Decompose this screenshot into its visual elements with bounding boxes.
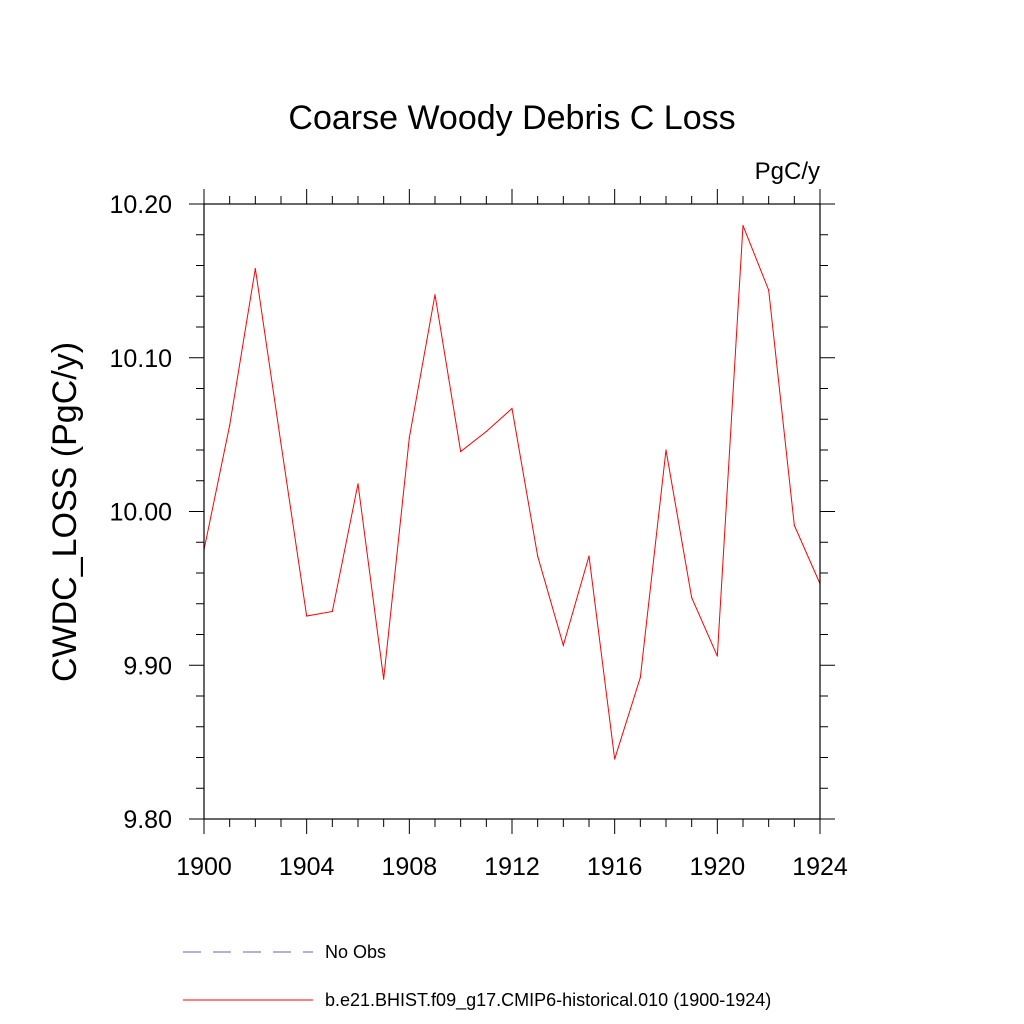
x-tick-label: 1916 bbox=[587, 853, 643, 881]
data-point bbox=[485, 430, 487, 433]
data-point bbox=[408, 437, 410, 439]
y-tick-label: 10.20 bbox=[109, 191, 172, 219]
data-point bbox=[768, 289, 770, 291]
y-tick-label: 9.80 bbox=[123, 806, 172, 834]
data-point bbox=[460, 450, 462, 453]
y-tick-label: 9.90 bbox=[123, 652, 172, 680]
data-point bbox=[588, 555, 590, 557]
data-point bbox=[331, 610, 333, 613]
data-point bbox=[716, 655, 718, 657]
axis-ticks bbox=[189, 189, 835, 834]
legend-label: b.e21.BHIST.f09_g17.CMIP6-historical.010… bbox=[325, 990, 772, 1010]
data-point bbox=[742, 224, 744, 227]
x-tick-label: 1912 bbox=[484, 853, 540, 881]
data-point bbox=[383, 678, 385, 680]
data-point bbox=[614, 758, 616, 760]
series-layer bbox=[203, 224, 821, 760]
x-tick-label: 1920 bbox=[690, 853, 746, 881]
data-point bbox=[434, 294, 436, 296]
data-point bbox=[562, 644, 564, 646]
x-tick-label: 1904 bbox=[279, 853, 335, 881]
data-point bbox=[793, 524, 795, 526]
series-line bbox=[203, 225, 821, 760]
units-label: PgC/y bbox=[754, 158, 820, 185]
data-point bbox=[306, 615, 308, 617]
chart-title: Coarse Woody Debris C Loss bbox=[288, 99, 736, 137]
tick-labels: 9.80 9.90 10.00 10.10 10.20 1900 1904 1908 1912 1… bbox=[109, 191, 847, 881]
data-point bbox=[511, 407, 513, 410]
x-tick-label: 1924 bbox=[792, 853, 848, 881]
data-point bbox=[639, 676, 641, 679]
legend-item-series: b.e21.BHIST.f09_g17.CMIP6-historical.010… bbox=[183, 988, 771, 1012]
legend-item-no-obs: No Obs bbox=[183, 940, 386, 964]
legend-swatch-dashed bbox=[183, 951, 313, 953]
data-point bbox=[537, 555, 539, 557]
data-point bbox=[254, 267, 256, 270]
data-point bbox=[229, 424, 231, 426]
data-point bbox=[357, 483, 359, 485]
data-point bbox=[665, 449, 667, 451]
x-tick-label: 1900 bbox=[176, 853, 232, 881]
data-point bbox=[280, 443, 282, 445]
legend-swatch-solid bbox=[183, 999, 313, 1001]
x-tick-label: 1908 bbox=[382, 853, 438, 881]
plot-frame bbox=[203, 203, 821, 820]
y-tick-label: 10.10 bbox=[109, 345, 172, 373]
y-tick-label: 10.00 bbox=[109, 499, 172, 527]
data-point bbox=[691, 597, 693, 599]
legend-label: No Obs bbox=[325, 942, 387, 962]
